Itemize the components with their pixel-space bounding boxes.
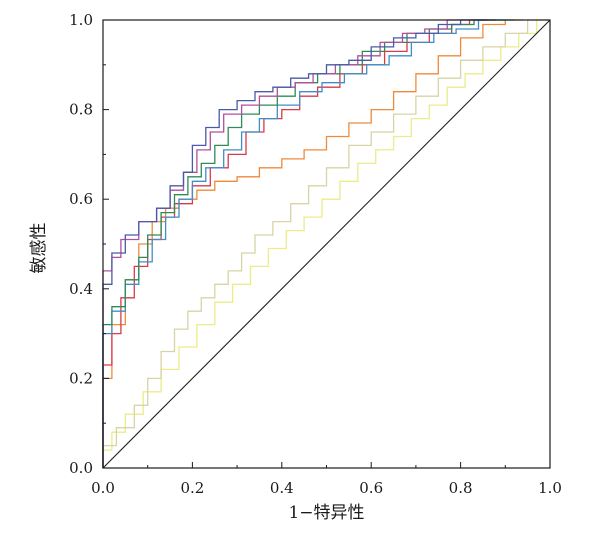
x-axis-title: 1−特异性	[288, 503, 364, 523]
y-tick-label: 0.0	[69, 459, 93, 477]
y-tick-label: 0.6	[69, 190, 93, 208]
x-tick-label: 0.0	[91, 479, 115, 497]
y-tick-label: 0.8	[69, 101, 93, 119]
roc-series-line-8	[102, 19, 550, 468]
roc-series-line-1	[102, 19, 497, 468]
roc-series-line-2	[102, 19, 488, 468]
ticks-layer	[102, 19, 551, 469]
reference-diagonal-line	[102, 19, 551, 469]
roc-series-line-3	[102, 19, 506, 468]
x-tick-label: 0.8	[449, 479, 473, 497]
y-tick-label: 0.4	[69, 280, 93, 298]
x-tick-label: 0.4	[270, 479, 294, 497]
y-tick-label: 1.0	[69, 11, 93, 29]
roc-series-line-7	[102, 19, 550, 468]
y-tick-label: 0.2	[69, 369, 93, 387]
x-tick-label: 0.6	[359, 479, 383, 497]
x-tick-label: 1.0	[538, 479, 562, 497]
y-axis-title: 敏感性	[29, 223, 49, 274]
series-layer	[102, 19, 550, 468]
x-tick-label: 0.2	[180, 479, 204, 497]
tick-labels-layer: 0.0 0.0 0.2 0.2 0.4 0.4 0.6 0.6 0.8 0.8 1.0 1.0	[69, 11, 562, 497]
